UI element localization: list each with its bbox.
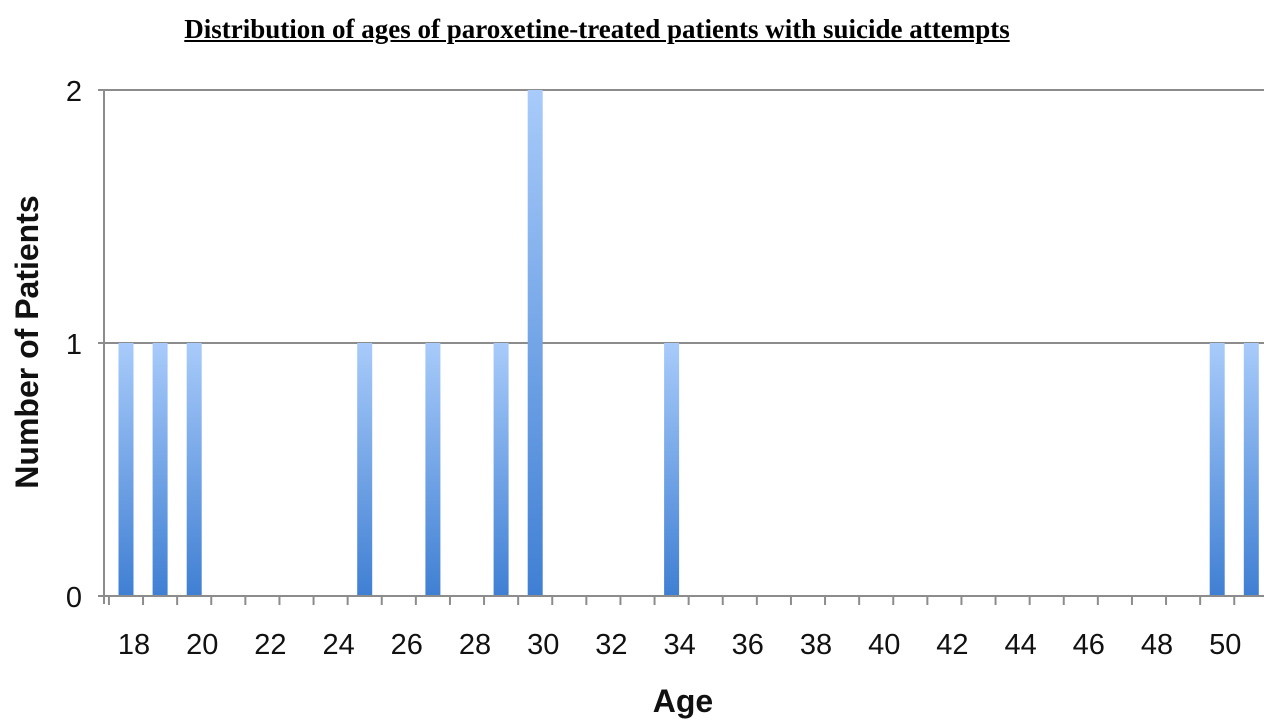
chart-title: Distribution of ages of paroxetine-treat… (184, 14, 1010, 44)
y-tick-label-2: 2 (66, 76, 82, 108)
x-tick-label-24: 24 (322, 629, 354, 661)
x-tick-label-48: 48 (1141, 629, 1173, 661)
bar-age-34 (664, 343, 680, 596)
x-tick-label-30: 30 (527, 629, 559, 661)
x-axis-title: Age (653, 683, 713, 719)
x-tick-label-46: 46 (1073, 629, 1105, 661)
bar-age-27 (425, 343, 441, 596)
y-tick-label-0: 0 (66, 582, 82, 614)
x-tick-label-44: 44 (1004, 629, 1036, 661)
x-tick-label-32: 32 (595, 629, 627, 661)
bar-age-25 (357, 343, 373, 596)
x-tick-label-34: 34 (663, 629, 695, 661)
x-tick-label-28: 28 (459, 629, 491, 661)
bar-age-18 (118, 343, 134, 596)
gridlines (104, 89, 1264, 344)
x-tick-label-36: 36 (732, 629, 764, 661)
x-tick-label-38: 38 (800, 629, 832, 661)
x-tick-label-18: 18 (118, 629, 150, 661)
x-tick-label-22: 22 (254, 629, 286, 661)
bar-age-20 (186, 343, 202, 596)
bar-age-29 (493, 343, 509, 596)
y-tick-label-1: 1 (66, 329, 82, 361)
axes: 0 1 2 18 20 22 24 26 28 30 32 34 36 38 40 42 44 46 48 50 (66, 76, 1264, 661)
bars (118, 90, 1259, 596)
x-tick-label-42: 42 (936, 629, 968, 661)
x-tick-label-50: 50 (1209, 629, 1241, 661)
x-tick-label-20: 20 (186, 629, 218, 661)
x-tick-label-40: 40 (868, 629, 900, 661)
bar-age-19 (152, 343, 168, 596)
bar-age-50 (1209, 343, 1225, 596)
bar-age-51 (1243, 343, 1259, 596)
bar-age-30 (527, 90, 543, 596)
x-tick-label-26: 26 (391, 629, 423, 661)
y-axis-title: Number of Patients (9, 195, 45, 488)
